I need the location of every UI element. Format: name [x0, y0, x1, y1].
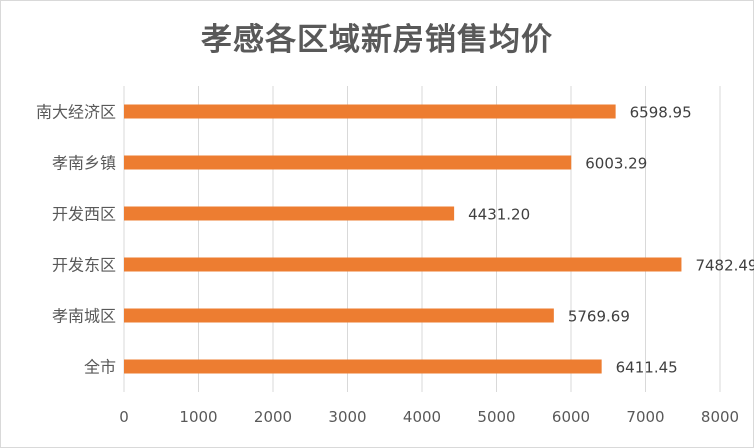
- bar-2: [124, 206, 455, 221]
- x-tick-label-3: 3000: [328, 408, 366, 426]
- data-label-0: 6598.95: [630, 104, 692, 122]
- data-label-2: 4431.20: [468, 206, 530, 224]
- x-tick-label-5: 5000: [477, 408, 515, 426]
- bar-3: [124, 257, 682, 272]
- x-tick-label-7: 7000: [626, 408, 664, 426]
- category-label-2: 开发西区: [52, 205, 116, 224]
- x-tick-label-2: 2000: [254, 408, 292, 426]
- chart-title: 孝感各区域新房销售均价: [201, 22, 553, 58]
- category-label-3: 开发东区: [52, 256, 116, 275]
- data-label-4: 5769.69: [568, 308, 630, 326]
- data-label-1: 6003.29: [585, 155, 647, 173]
- x-tick-label-6: 6000: [552, 408, 590, 426]
- bar-1: [124, 155, 572, 170]
- category-label-4: 孝南城区: [52, 307, 116, 326]
- bar-5: [124, 359, 602, 374]
- category-label-1: 孝南乡镇: [52, 154, 116, 173]
- data-label-5: 6411.45: [616, 359, 678, 377]
- bar-4: [124, 308, 554, 323]
- category-label-0: 南大经济区: [36, 103, 116, 122]
- x-tick-label-0: 0: [119, 408, 129, 426]
- x-tick-label-4: 4000: [403, 408, 441, 426]
- bar-0: [124, 104, 616, 119]
- x-tick-label-1: 1000: [179, 408, 217, 426]
- category-label-5: 全市: [84, 358, 116, 377]
- data-label-3: 7482.49: [695, 257, 754, 275]
- x-tick-label-8: 8000: [701, 408, 739, 426]
